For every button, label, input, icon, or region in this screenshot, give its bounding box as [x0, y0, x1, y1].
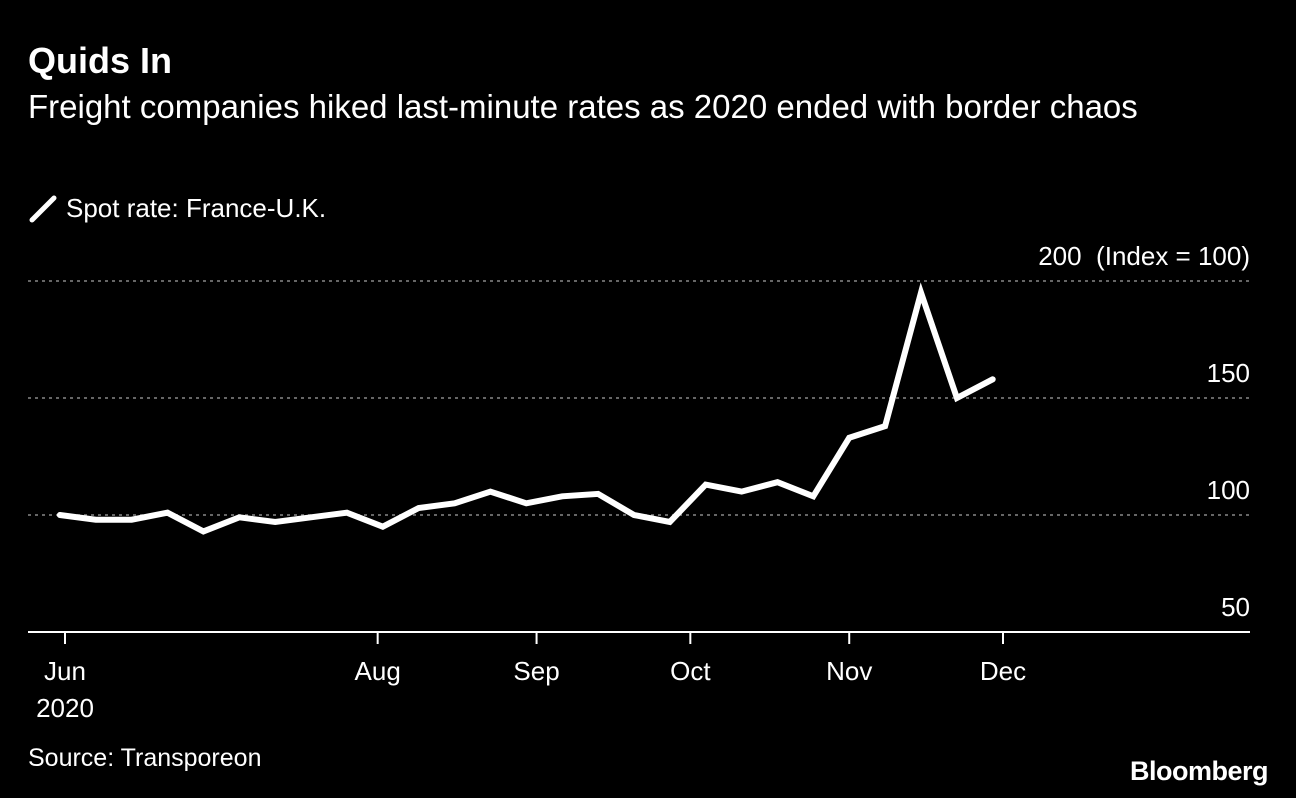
x-tick-label: Aug — [355, 656, 401, 686]
chart-subtitle: Freight companies hiked last-minute rate… — [28, 88, 1138, 125]
x-tick-label: Dec — [980, 656, 1026, 686]
line-swatch-icon — [29, 195, 57, 222]
y-tick-label: 100 — [1207, 475, 1250, 505]
legend: Spot rate: France-U.K. — [28, 193, 326, 224]
x-tick-sublabel: 2020 — [36, 693, 94, 723]
legend-label: Spot rate: France-U.K. — [66, 193, 327, 223]
x-tick-label: Sep — [513, 656, 559, 686]
chart-title: Quids In — [28, 40, 172, 81]
y-tick-label: 200 (Index = 100) — [1038, 241, 1250, 271]
y-tick-label: 50 — [1221, 592, 1250, 622]
source-note: Source: Transporeon — [28, 744, 262, 772]
bloomberg-logo: Bloomberg — [1129, 756, 1269, 786]
x-tick-label: Oct — [670, 656, 711, 686]
x-tick-label: Nov — [826, 656, 872, 686]
series-line-spot-rate — [56, 282, 996, 535]
y-unit-label: (Index = 100) — [1082, 241, 1250, 271]
x-tick-label: Jun — [44, 656, 86, 686]
y-tick-label: 150 — [1207, 358, 1250, 388]
